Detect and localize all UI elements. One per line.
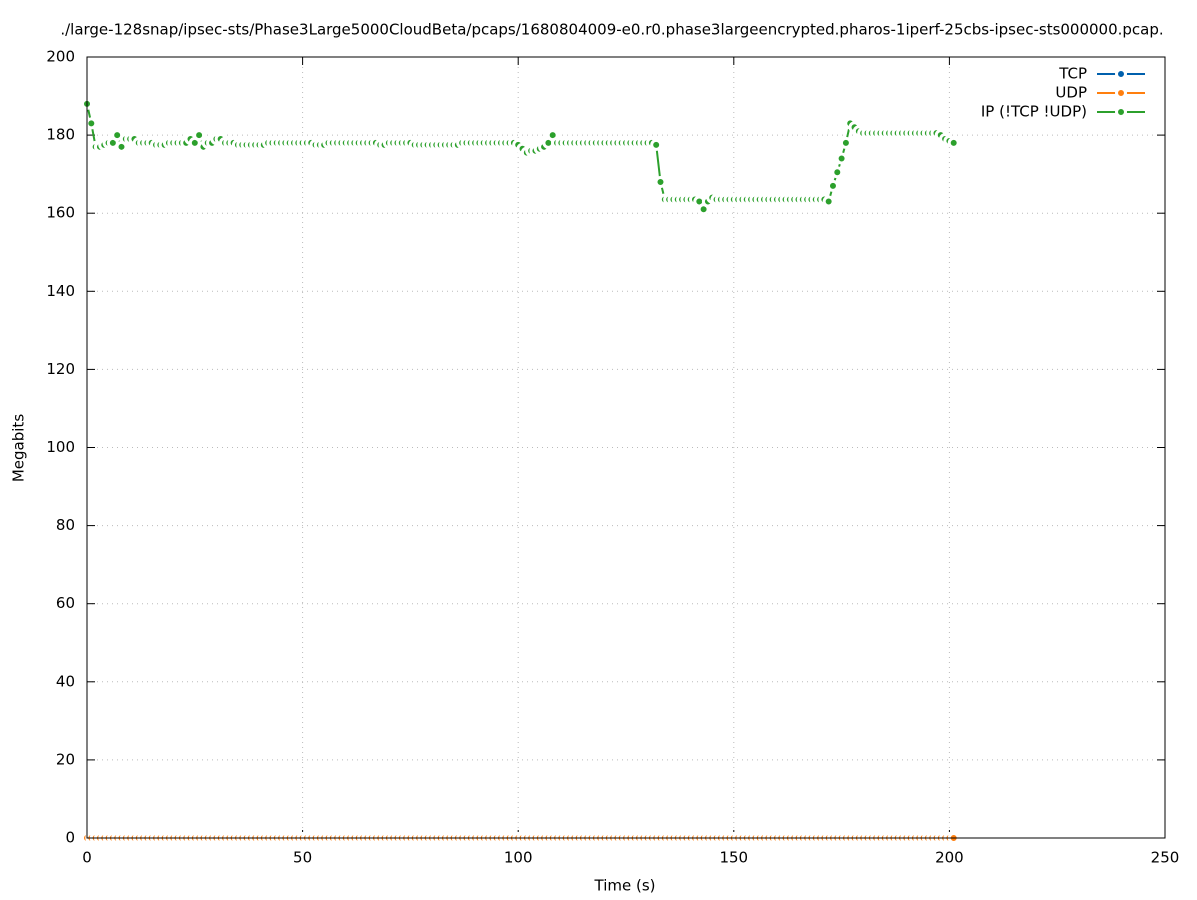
data-point — [193, 129, 206, 142]
x-tick-label: 50 — [293, 849, 312, 867]
y-tick-label: 0 — [65, 829, 75, 847]
plot-border — [86, 56, 1166, 839]
y-axis-label: Megabits — [10, 414, 28, 482]
legend-label: UDP — [1055, 84, 1087, 102]
y-tick-label: 40 — [56, 672, 75, 690]
legend-label: IP (!TCP !UDP) — [981, 103, 1087, 121]
data-point — [822, 195, 835, 208]
legend-swatch-point — [1115, 87, 1127, 99]
x-tick-label: 150 — [719, 849, 748, 867]
legend-swatch-point — [1115, 68, 1127, 80]
y-tick-label: 160 — [46, 204, 75, 222]
data-point — [839, 136, 852, 149]
chart-title: ./large-128snap/ipsec-sts/Phase3Large500… — [60, 21, 1163, 39]
legend-swatch-point — [1115, 106, 1127, 118]
y-tick-label: 120 — [46, 360, 75, 378]
y-tick-label: 80 — [56, 516, 75, 534]
x-tick-label: 200 — [935, 849, 964, 867]
data-point — [85, 117, 98, 130]
series-line — [86, 103, 955, 212]
y-tick-label: 200 — [46, 48, 75, 66]
y-tick-label: 20 — [56, 750, 75, 768]
x-tick-label: 250 — [1151, 849, 1180, 867]
x-tick-label: 100 — [504, 849, 533, 867]
data-point — [831, 166, 844, 179]
y-tick-label: 180 — [46, 126, 75, 144]
legend-label: TCP — [1058, 65, 1087, 83]
x-axis-label: Time (s) — [594, 877, 656, 895]
data-point — [947, 136, 960, 149]
x-tick-label: 0 — [82, 849, 92, 867]
y-tick-label: 60 — [56, 594, 75, 612]
data-point — [826, 179, 839, 192]
y-tick-label: 100 — [46, 438, 75, 456]
data-point — [654, 175, 667, 188]
data-point — [835, 152, 848, 165]
y-tick-label: 140 — [46, 282, 75, 300]
data-point — [650, 138, 663, 151]
